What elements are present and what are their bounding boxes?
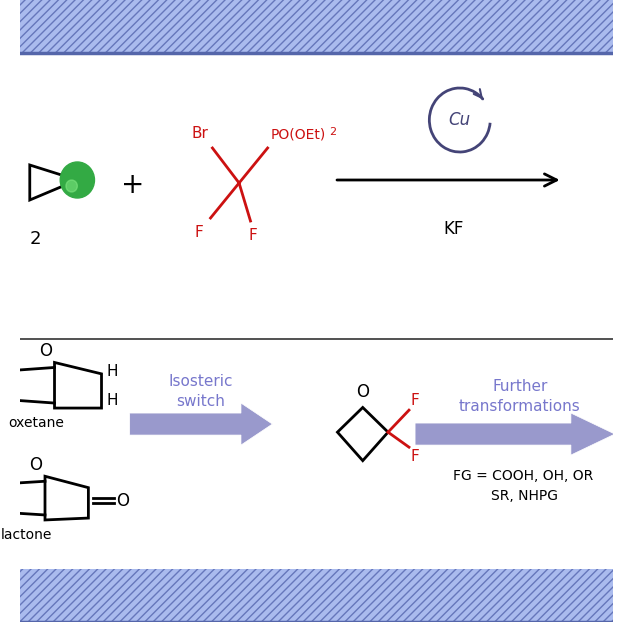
Text: Br: Br [192, 126, 209, 141]
Circle shape [60, 162, 95, 198]
Text: F: F [411, 449, 420, 464]
Bar [21, 0, 613, 53]
Text: switch: switch [176, 394, 226, 409]
Text: H: H [107, 392, 118, 407]
Text: lactone: lactone [1, 528, 52, 542]
Text: transformations: transformations [459, 399, 581, 414]
Text: PO(OEt): PO(OEt) [270, 127, 326, 141]
Text: H: H [107, 364, 118, 379]
Text: +: + [121, 171, 144, 199]
Polygon shape [130, 403, 272, 445]
Text: F: F [194, 225, 203, 240]
Text: O: O [39, 343, 52, 361]
Text: Further: Further [492, 379, 548, 394]
Text: 2: 2 [30, 230, 41, 248]
Bar [21, 53, 613, 569]
Bar [21, 569, 613, 622]
Polygon shape [415, 413, 615, 455]
Text: O: O [29, 457, 42, 474]
Text: SR, NHPG: SR, NHPG [491, 489, 558, 503]
Text: KF: KF [443, 220, 464, 238]
Text: O: O [356, 383, 369, 401]
Text: Isosteric: Isosteric [169, 374, 233, 389]
Bar [21, 569, 613, 622]
Text: F: F [249, 228, 257, 243]
Bar [21, 0, 613, 53]
Text: Cu: Cu [449, 111, 471, 129]
Circle shape [66, 180, 77, 192]
Text: 2: 2 [330, 127, 336, 137]
Text: FG = COOH, OH, OR: FG = COOH, OH, OR [453, 469, 593, 483]
Text: O: O [116, 492, 129, 510]
Text: F: F [411, 393, 420, 408]
Text: oxetane: oxetane [9, 416, 64, 430]
